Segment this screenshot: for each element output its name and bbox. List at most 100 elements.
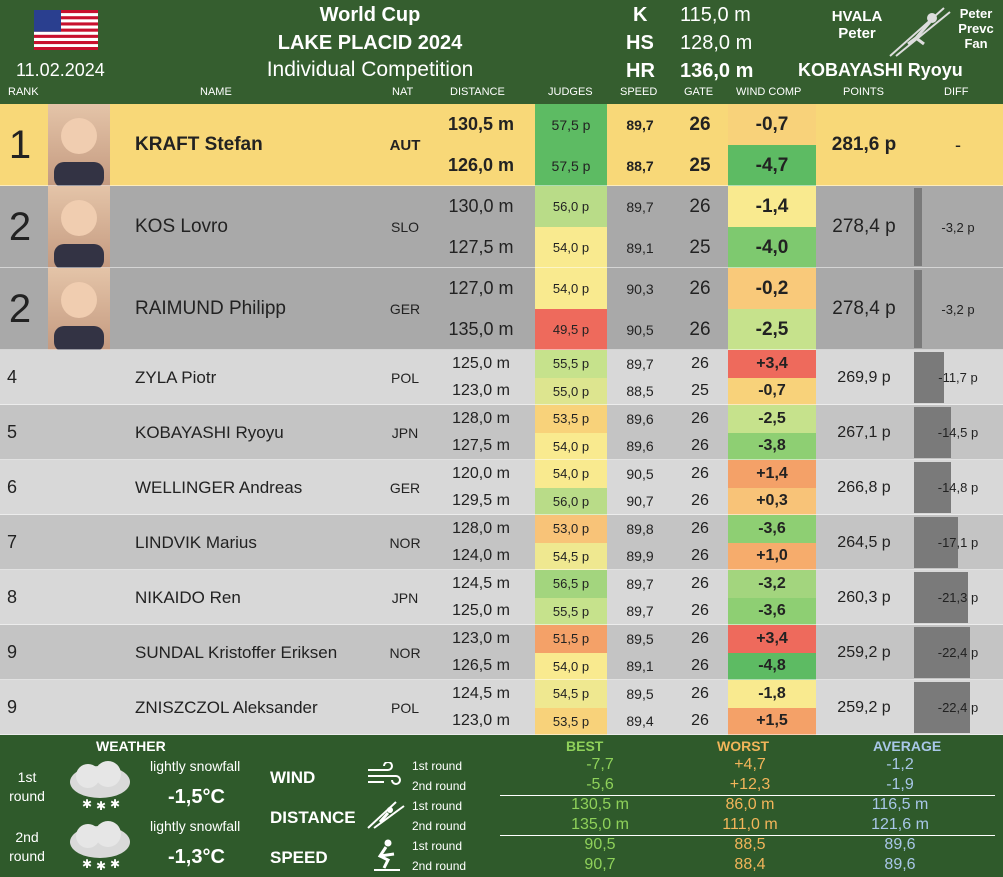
gate: 26 — [689, 113, 711, 135]
distance: 127,5 m — [448, 237, 514, 257]
wind-compensation: -1,4 — [728, 186, 816, 227]
hr-value: 136,0 m — [680, 60, 754, 82]
judges-score: 55,0 p — [535, 377, 607, 405]
distance: 135,0 m — [448, 319, 514, 339]
row-divider — [0, 404, 1003, 405]
speed: 89,7 — [626, 603, 654, 620]
diff-bar — [914, 270, 922, 348]
gate: 26 — [691, 354, 709, 372]
point-difference: - — [955, 134, 961, 155]
athlete-name: LINDVIK Marius — [135, 532, 257, 552]
best-value: 130,5 m — [571, 796, 629, 813]
gate: 26 — [691, 409, 709, 427]
gate: 26 — [689, 195, 711, 217]
row-divider — [0, 267, 1003, 268]
judges-score: 54,0 p — [535, 652, 607, 680]
wind-compensation: +1,0 — [728, 542, 816, 570]
best-value: -7,7 — [586, 756, 614, 773]
distance: 124,0 m — [452, 547, 510, 565]
athlete-name: ZYLA Piotr — [135, 367, 217, 387]
col-points: POINTS — [843, 86, 884, 98]
distance: 129,5 m — [452, 492, 510, 510]
table-row: 7 LINDVIK Marius NOR 128,0 m 53,0 p 89,8 26 -3,… — [0, 515, 1003, 570]
speed: 89,1 — [626, 239, 654, 256]
athlete-name: WELLINGER Andreas — [135, 477, 303, 497]
points: 259,2 p — [837, 643, 891, 661]
stats-rows: WIND 1st round -7,7 +4,7 -1,2 2nd round -5,6 +1… — [0, 756, 1003, 877]
gate: 25 — [689, 236, 711, 258]
speed: 88,5 — [626, 383, 654, 400]
snow-cloud-icon: ✱ ✱ ✱ — [70, 821, 130, 872]
points: 266,8 p — [837, 478, 891, 496]
rank: 9 — [6, 697, 17, 717]
k-value: 115,0 m — [680, 4, 751, 26]
gate: 25 — [689, 154, 711, 176]
rank: 7 — [6, 532, 17, 552]
points: 264,5 p — [837, 533, 891, 551]
weather-round1-desc: lightly snowfall — [150, 758, 241, 774]
judges-score: 54,5 p — [535, 680, 607, 708]
hs-value: 128,0 m — [680, 32, 753, 54]
wind-compensation: -4,8 — [728, 652, 816, 680]
point-difference: -22,4 p — [937, 645, 979, 660]
point-difference: -22,4 p — [937, 700, 979, 715]
diff-bar — [914, 572, 968, 623]
round-label: 1st round — [412, 759, 463, 773]
row-divider — [0, 514, 1003, 515]
stat-label: WIND — [270, 768, 316, 787]
table-row: 9 SUNDAL Kristoffer Eriksen NOR 123,0 m 51,5… — [0, 625, 1003, 680]
row-divider — [0, 569, 1003, 570]
worst-value: 88,5 — [734, 836, 766, 853]
k-label: K — [633, 4, 648, 26]
wind-compensation: -3,2 — [728, 570, 816, 598]
gate: 26 — [691, 437, 709, 455]
distance: 130,0 m — [448, 196, 514, 216]
wind-compensation: +1,5 — [728, 707, 816, 735]
results-table: 1 KRAFT Stefan AUT 130,5 m 57,5 p 89,7 26 -0,7 1… — [0, 104, 1003, 736]
col-diff: DIFF — [944, 86, 969, 98]
rank: 9 — [6, 642, 17, 662]
worst-value: 88,4 — [734, 856, 766, 873]
judges-score: 56,0 p — [535, 186, 607, 227]
rank: 1 — [8, 122, 32, 167]
points: 259,2 p — [837, 698, 891, 716]
event-date: 11.02.2024 — [16, 60, 105, 80]
wind-compensation: -0,2 — [728, 268, 816, 309]
weather-round2-desc: lightly snowfall — [150, 818, 241, 834]
gate: 26 — [691, 684, 709, 702]
points: 278,4 p — [832, 298, 896, 319]
event-type: Individual Competition — [266, 58, 474, 81]
round-label: 2nd round — [412, 819, 467, 833]
athlete-nation: JPN — [391, 424, 419, 441]
wind-compensation: -2,5 — [728, 405, 816, 433]
col-nat: NAT — [392, 86, 414, 98]
row-divider — [0, 459, 1003, 460]
diff-bar — [914, 462, 951, 513]
gate: 26 — [691, 602, 709, 620]
average-value: 89,6 — [884, 856, 916, 873]
athlete-nation: AUT — [389, 136, 421, 154]
wind-icon — [368, 762, 401, 785]
points: 269,9 p — [837, 368, 891, 386]
judges-score: 53,0 p — [535, 515, 607, 543]
table-row: 5 KOBAYASHI Ryoyu JPN 128,0 m 53,5 p 89,6 26 -2… — [0, 405, 1003, 460]
skier-speed-icon — [374, 839, 400, 871]
wind-compensation: +3,4 — [728, 625, 816, 653]
athlete-photo — [48, 268, 110, 352]
wind-compensation: -3,6 — [728, 597, 816, 625]
speed: 89,7 — [626, 355, 654, 372]
header: 11.02.2024 World Cup LAKE PLACID 2024 In… — [0, 0, 1003, 104]
stat-label: DISTANCE — [270, 808, 356, 827]
logo-text-left: HVALA Peter — [831, 8, 883, 42]
athlete-nation: SLO — [390, 219, 419, 235]
wind-compensation: -3,6 — [728, 515, 816, 543]
gate: 26 — [691, 629, 709, 647]
svg-text:✱: ✱ — [110, 797, 120, 811]
row-divider — [0, 349, 1003, 350]
svg-text:✱: ✱ — [82, 797, 92, 811]
athlete-nation: POL — [390, 369, 419, 386]
distance: 128,0 m — [452, 519, 510, 537]
speed: 90,3 — [626, 280, 654, 297]
speed: 89,7 — [626, 116, 654, 133]
